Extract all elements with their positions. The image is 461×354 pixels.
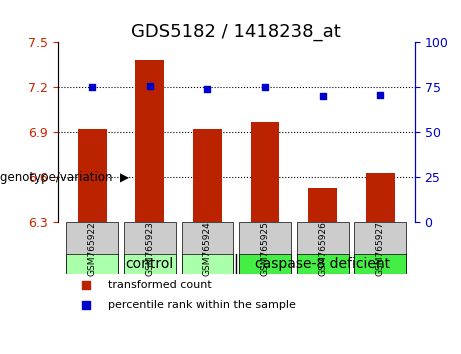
Point (146, 83, 154, 88)
Point (377, 92, 384, 97)
FancyBboxPatch shape (124, 255, 176, 274)
Text: caspase-8 deficient: caspase-8 deficient (255, 257, 390, 271)
FancyBboxPatch shape (124, 222, 176, 274)
Text: control: control (126, 257, 174, 271)
Point (261, 85, 269, 90)
Title: GDS5182 / 1418238_at: GDS5182 / 1418238_at (131, 23, 341, 41)
Bar (251, 122, 279, 222)
Text: GSM765925: GSM765925 (260, 221, 270, 276)
Text: GSM765923: GSM765923 (145, 221, 154, 276)
Bar (78, 130, 106, 222)
Text: genotype/variation  ▶: genotype/variation ▶ (0, 171, 129, 183)
Text: percentile rank within the sample: percentile rank within the sample (107, 300, 296, 310)
FancyBboxPatch shape (355, 255, 406, 274)
Text: GSM765926: GSM765926 (318, 221, 327, 276)
Text: transformed count: transformed count (107, 280, 212, 290)
Bar (308, 188, 337, 222)
FancyBboxPatch shape (239, 255, 291, 274)
Text: GSM765927: GSM765927 (376, 221, 385, 276)
Bar (136, 61, 164, 222)
FancyBboxPatch shape (355, 222, 406, 274)
FancyBboxPatch shape (66, 222, 118, 274)
FancyBboxPatch shape (182, 222, 233, 274)
Point (83, 282, 90, 288)
FancyBboxPatch shape (297, 222, 349, 274)
Point (89, 85, 96, 90)
Text: GSM765922: GSM765922 (88, 221, 97, 275)
FancyBboxPatch shape (66, 255, 118, 274)
Point (204, 86, 211, 92)
FancyBboxPatch shape (239, 222, 291, 274)
Point (83, 302, 90, 308)
Point (319, 94, 326, 99)
Text: GSM765924: GSM765924 (203, 221, 212, 275)
FancyBboxPatch shape (182, 255, 233, 274)
FancyBboxPatch shape (297, 255, 349, 274)
Bar (366, 173, 395, 222)
Bar (193, 130, 222, 222)
